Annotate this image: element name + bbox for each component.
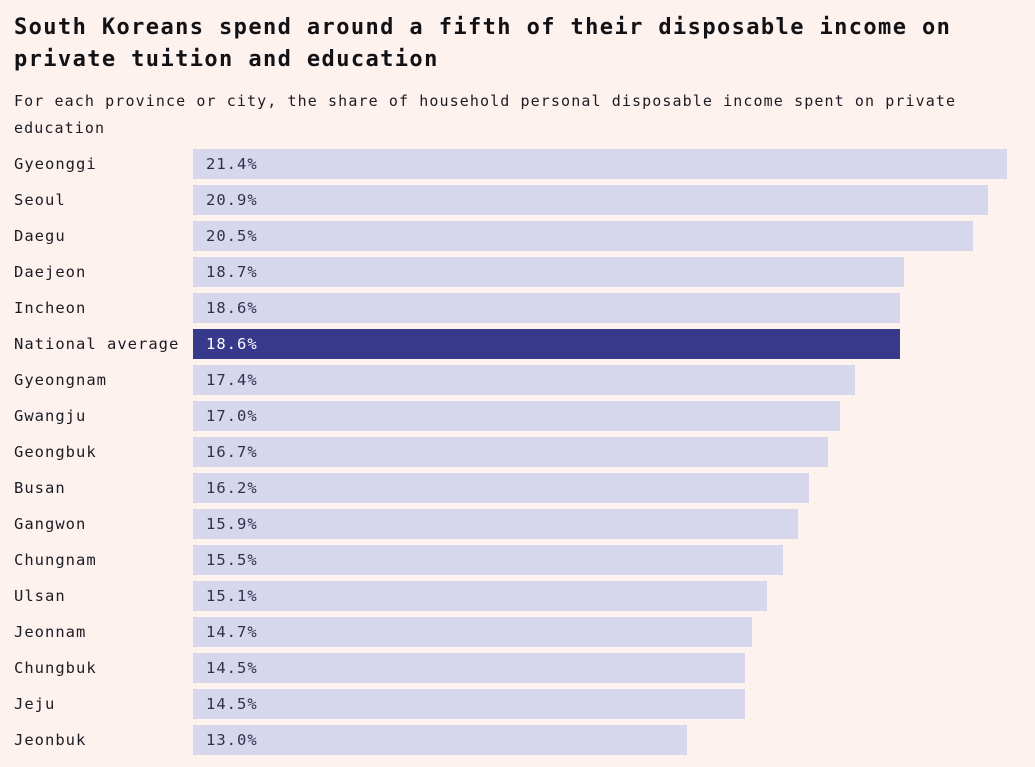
bar-row: Jeonnam 14.7%	[14, 617, 1007, 647]
value-label: 18.6%	[206, 299, 258, 317]
bar: 14.5%	[193, 653, 745, 683]
bar-track: 20.9%	[193, 185, 1007, 215]
bar: 14.7%	[193, 617, 753, 647]
value-label: 17.0%	[206, 407, 258, 425]
bar-track: 18.6%	[193, 293, 1007, 323]
bar-row: Seoul 20.9%	[14, 185, 1007, 215]
category-label: Gwangju	[14, 407, 87, 425]
bar-chart: Gyeonggi 21.4% Seoul 20.9% Daegu 20.5% Daejeon…	[14, 149, 1007, 755]
bar: 15.1%	[193, 581, 768, 611]
value-label: 15.9%	[206, 515, 258, 533]
bar-track: 17.4%	[193, 365, 1007, 395]
bar-row: Chungbuk 14.5%	[14, 653, 1007, 683]
chart-subtitle: For each province or city, the share of …	[14, 92, 957, 137]
bar: 16.7%	[193, 437, 829, 467]
category-label: Gyeongnam	[14, 371, 107, 389]
bar-track: 17.0%	[193, 401, 1007, 431]
bar-track: 15.1%	[193, 581, 1007, 611]
category-label: National average	[14, 335, 180, 353]
bar: 21.4%	[193, 149, 1007, 179]
bar: 13.0%	[193, 725, 688, 755]
bar-track: 14.5%	[193, 689, 1007, 719]
category-label: Daegu	[14, 227, 66, 245]
bar: 15.5%	[193, 545, 783, 575]
bar-row: National average 18.6%	[14, 329, 1007, 359]
bar-track: 20.5%	[193, 221, 1007, 251]
bar-track: 15.5%	[193, 545, 1007, 575]
category-label: Jeju	[14, 695, 56, 713]
category-label: Chungnam	[14, 551, 97, 569]
category-label: Busan	[14, 479, 66, 497]
bar: 14.5%	[193, 689, 745, 719]
value-label: 16.2%	[206, 479, 258, 497]
bar-track: 21.4%	[193, 149, 1007, 179]
category-label: Jeonbuk	[14, 731, 87, 749]
category-label: Gyeonggi	[14, 155, 97, 173]
category-label: Chungbuk	[14, 659, 97, 677]
bar-row: Chungnam 15.5%	[14, 545, 1007, 575]
category-label: Jeonnam	[14, 623, 87, 641]
bar: 20.5%	[193, 221, 973, 251]
category-label: Seoul	[14, 191, 66, 209]
bar-row: Jeonbuk 13.0%	[14, 725, 1007, 755]
value-label: 17.4%	[206, 371, 258, 389]
bar: 17.0%	[193, 401, 840, 431]
value-label: 20.5%	[206, 227, 258, 245]
value-label: 16.7%	[206, 443, 258, 461]
bar-row: Gwangju 17.0%	[14, 401, 1007, 431]
bar: 20.9%	[193, 185, 988, 215]
value-label: 20.9%	[206, 191, 258, 209]
category-label: Daejeon	[14, 263, 87, 281]
bar-track: 15.9%	[193, 509, 1007, 539]
category-label: Geongbuk	[14, 443, 97, 461]
bar-track: 16.7%	[193, 437, 1007, 467]
bar-row: Ulsan 15.1%	[14, 581, 1007, 611]
value-label: 14.7%	[206, 623, 258, 641]
bar: 18.7%	[193, 257, 905, 287]
bar-row: Busan 16.2%	[14, 473, 1007, 503]
value-label: 15.1%	[206, 587, 258, 605]
bar: 15.9%	[193, 509, 798, 539]
bar-track: 14.5%	[193, 653, 1007, 683]
chart-title: South Koreans spend around a fifth of th…	[14, 15, 952, 72]
bar-row: Gyeongnam 17.4%	[14, 365, 1007, 395]
bar-row: Geongbuk 16.7%	[14, 437, 1007, 467]
bar-track: 18.7%	[193, 257, 1007, 287]
bar-row: Gyeonggi 21.4%	[14, 149, 1007, 179]
value-label: 18.6%	[206, 335, 258, 353]
bar-track: 18.6%	[193, 329, 1007, 359]
value-label: 18.7%	[206, 263, 258, 281]
bar-row: Daegu 20.5%	[14, 221, 1007, 251]
bar-track: 14.7%	[193, 617, 1007, 647]
bar-row: Daejeon 18.7%	[14, 257, 1007, 287]
bar-row: Jeju 14.5%	[14, 689, 1007, 719]
bar: 17.4%	[193, 365, 855, 395]
bar-row: Incheon 18.6%	[14, 293, 1007, 323]
bar-row: Gangwon 15.9%	[14, 509, 1007, 539]
bar: 18.6%	[193, 293, 901, 323]
value-label: 13.0%	[206, 731, 258, 749]
value-label: 14.5%	[206, 695, 258, 713]
bar-highlight: 18.6%	[193, 329, 901, 359]
category-label: Gangwon	[14, 515, 87, 533]
value-label: 21.4%	[206, 155, 258, 173]
category-label: Incheon	[14, 299, 87, 317]
bar: 16.2%	[193, 473, 810, 503]
bar-track: 16.2%	[193, 473, 1007, 503]
category-label: Ulsan	[14, 587, 66, 605]
value-label: 15.5%	[206, 551, 258, 569]
value-label: 14.5%	[206, 659, 258, 677]
bar-track: 13.0%	[193, 725, 1007, 755]
